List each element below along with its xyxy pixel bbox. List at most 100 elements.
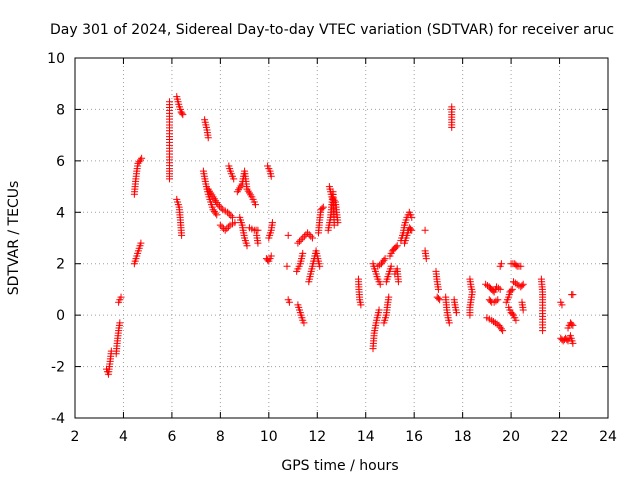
data-point — [136, 156, 144, 164]
data-point — [375, 306, 383, 314]
data-point — [499, 327, 507, 335]
data-point — [445, 319, 453, 327]
data-point — [421, 226, 429, 234]
data-point — [307, 232, 315, 240]
data-point — [294, 239, 302, 247]
data-point — [217, 204, 225, 212]
data-point — [374, 262, 382, 270]
x-tick-label: 22 — [551, 429, 569, 445]
data-point — [376, 261, 384, 269]
data-point — [513, 280, 521, 288]
y-tick-label: 4 — [56, 205, 65, 221]
data-point — [507, 287, 515, 295]
data-point — [569, 291, 577, 299]
data-point — [283, 262, 291, 270]
data-point — [178, 231, 186, 239]
data-point — [494, 296, 502, 304]
data-point — [385, 293, 393, 301]
x-tick-label: 8 — [216, 429, 225, 445]
data-point — [512, 316, 520, 324]
x-tick-label: 24 — [599, 429, 617, 445]
data-point — [218, 223, 226, 231]
plot-frame — [74, 57, 609, 419]
data-point — [221, 226, 229, 234]
y-tick-label: 2 — [56, 257, 65, 273]
data-point — [519, 280, 527, 288]
y-tick-label: 6 — [56, 154, 65, 170]
data-point — [453, 309, 461, 317]
data-point — [299, 249, 307, 257]
data-point — [491, 319, 499, 327]
data-point — [330, 221, 338, 229]
data-point — [300, 319, 308, 327]
data-point — [376, 280, 384, 288]
data-point — [230, 175, 238, 183]
data-point — [178, 109, 186, 117]
data-point — [267, 252, 275, 260]
data-point — [496, 285, 504, 293]
data-point — [305, 231, 313, 239]
data-point — [231, 219, 239, 227]
y-tick-label: -2 — [51, 360, 65, 376]
data-point — [212, 209, 220, 217]
y-tick-label: 8 — [56, 102, 65, 118]
data-point — [539, 327, 547, 335]
data-point — [179, 111, 187, 119]
x-axis-label: GPS time / hours — [281, 458, 398, 474]
data-point — [394, 278, 402, 286]
x-tick-label: 2 — [71, 429, 80, 445]
data-point — [284, 231, 292, 239]
data-point — [381, 255, 389, 263]
data-point — [488, 316, 496, 324]
data-point — [299, 234, 307, 242]
x-tick-labels: 2 4 6 8 10 12 14 16 18 20 22 24 — [71, 429, 617, 445]
data-point — [213, 211, 221, 219]
y-tick-label: -4 — [51, 411, 65, 427]
x-tick-label: 16 — [405, 429, 423, 445]
data-point — [434, 285, 442, 293]
x-tick-label: 4 — [119, 429, 128, 445]
x-tick-label: 10 — [260, 429, 278, 445]
data-point — [254, 226, 262, 234]
data-point — [216, 202, 224, 210]
data-point — [319, 203, 327, 211]
x-tick-label: 14 — [357, 429, 375, 445]
data-point — [224, 223, 232, 231]
y-axis-label: SDTVAR / TECUs — [6, 181, 22, 296]
data-points — [102, 93, 577, 378]
data-point — [392, 243, 400, 251]
data-point — [308, 234, 316, 242]
data-point — [490, 318, 498, 326]
data-point — [316, 262, 324, 270]
data-point — [204, 134, 212, 142]
data-point — [434, 294, 442, 302]
data-point — [493, 320, 501, 328]
data-point — [138, 154, 146, 162]
data-point — [357, 301, 365, 309]
data-point — [318, 204, 326, 212]
data-point — [224, 208, 232, 216]
data-point — [225, 210, 233, 218]
x-tick-label: 6 — [167, 429, 176, 445]
data-point — [407, 225, 415, 233]
data-point — [517, 262, 525, 270]
data-point — [137, 239, 145, 247]
data-point — [448, 123, 456, 131]
data-point — [497, 325, 505, 333]
data-point — [380, 256, 388, 264]
data-point — [508, 310, 516, 318]
data-point — [422, 255, 430, 263]
data-point — [492, 297, 500, 305]
data-point — [558, 301, 566, 309]
data-point — [408, 226, 416, 234]
data-point — [228, 213, 236, 221]
data-point — [116, 319, 124, 327]
data-point — [296, 237, 304, 245]
data-point — [512, 261, 520, 269]
y-tick-label: 10 — [47, 51, 65, 67]
data-point — [497, 260, 505, 268]
grid-lines — [75, 58, 608, 418]
data-point — [569, 339, 577, 347]
y-tick-label: 0 — [56, 308, 65, 324]
data-point — [494, 284, 502, 292]
